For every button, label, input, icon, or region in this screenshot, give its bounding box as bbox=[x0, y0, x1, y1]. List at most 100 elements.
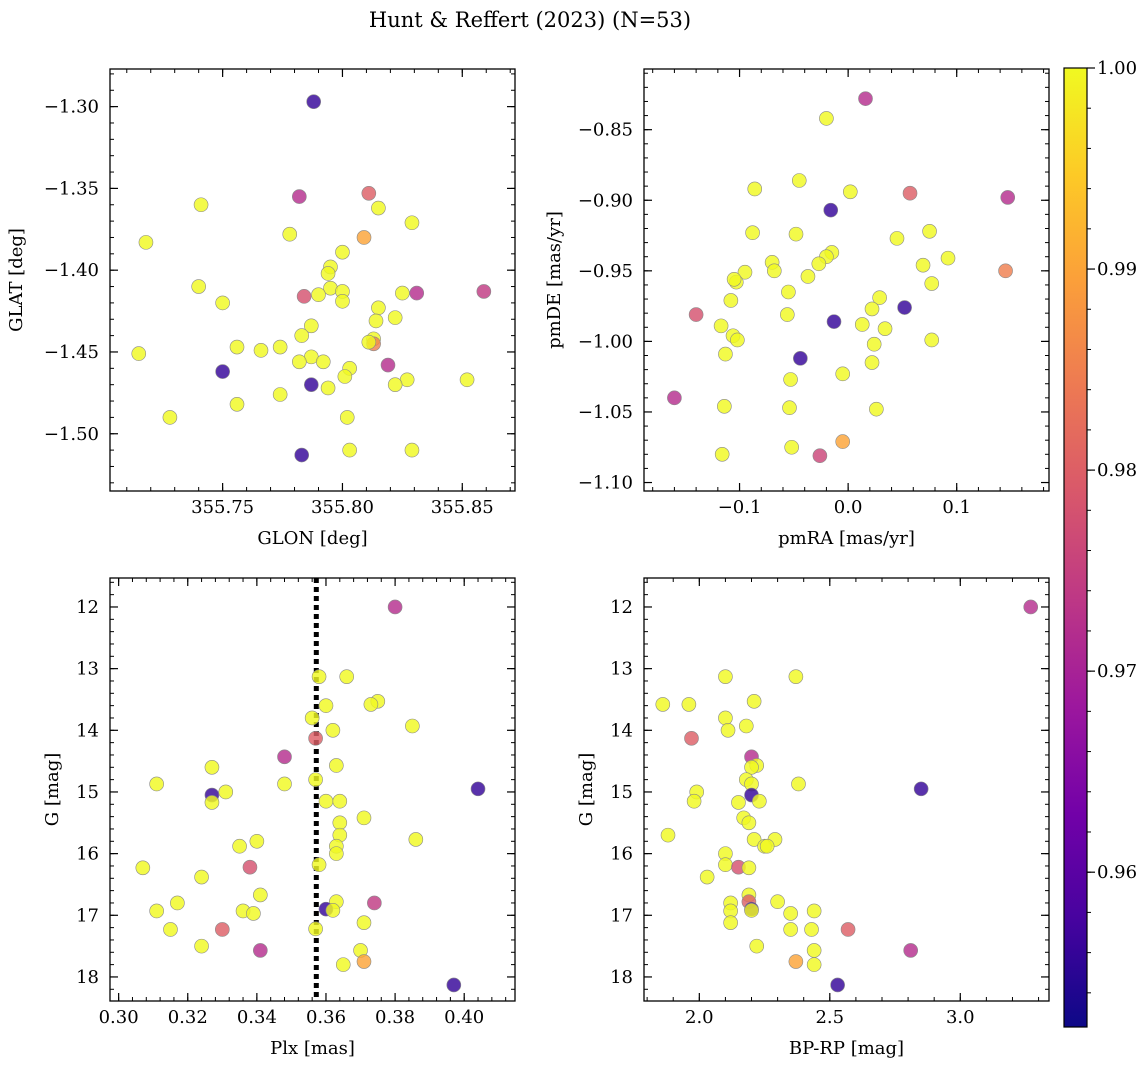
data-point bbox=[194, 869, 209, 885]
data-point bbox=[335, 244, 350, 260]
data-point bbox=[655, 697, 671, 712]
data-point bbox=[806, 957, 822, 972]
data-point bbox=[356, 915, 372, 930]
y-tick-label: 18 bbox=[610, 967, 633, 988]
data-point bbox=[325, 903, 341, 918]
data-point bbox=[1000, 190, 1016, 205]
data-point bbox=[215, 922, 230, 937]
y-tick-label: 15 bbox=[610, 782, 633, 803]
data-point bbox=[149, 776, 164, 792]
data-point bbox=[780, 307, 795, 322]
data-point bbox=[788, 954, 804, 969]
y-tick-label: −0.85 bbox=[578, 120, 633, 141]
data-point bbox=[915, 257, 931, 273]
data-point bbox=[395, 285, 410, 301]
data-point bbox=[869, 401, 884, 417]
data-point bbox=[718, 857, 733, 873]
x-tick-label: 355.85 bbox=[431, 497, 494, 518]
data-point bbox=[830, 977, 845, 993]
data-point bbox=[405, 718, 420, 734]
figure-title: Hunt & Reffert (2023) (N=53) bbox=[369, 8, 691, 32]
y-tick-label: 16 bbox=[610, 844, 633, 865]
data-point bbox=[718, 710, 733, 726]
data-point bbox=[686, 793, 702, 809]
data-point bbox=[660, 827, 676, 843]
y-tick-label: 16 bbox=[76, 844, 99, 865]
data-point bbox=[193, 197, 209, 213]
data-point bbox=[253, 887, 268, 903]
data-point bbox=[329, 846, 344, 861]
x-tick-label: 0.1 bbox=[942, 497, 971, 518]
x-tick-label: 355.75 bbox=[191, 497, 254, 518]
colorbar-tick-label: 0.96 bbox=[1097, 862, 1137, 883]
data-point bbox=[713, 318, 729, 334]
y-tick-label: 13 bbox=[76, 659, 99, 680]
data-point bbox=[730, 332, 745, 348]
data-point bbox=[308, 772, 323, 787]
data-point bbox=[717, 399, 732, 414]
data-point bbox=[194, 938, 209, 954]
colorbar-tick-label: 0.99 bbox=[1097, 259, 1137, 280]
data-point bbox=[292, 189, 307, 204]
x-tick-label: 0.32 bbox=[168, 1007, 208, 1028]
x-tick-label: 355.80 bbox=[311, 497, 374, 518]
data-point bbox=[294, 447, 310, 463]
data-point bbox=[940, 250, 956, 266]
x-tick-label: 3.0 bbox=[946, 1007, 975, 1028]
data-point bbox=[204, 760, 220, 775]
y-axis-label: G [mag] bbox=[576, 753, 597, 826]
panel-color-magnitude: 2.0 2.5 3.0 12 13 14 15 16 17 18 BP-RP [mag] G [mag… bbox=[576, 577, 1050, 1059]
panel-proper-motion: −0.1 0.0 0.1 −0.85 −0.90 −0.95 −1.00 −1.05 −1.10… bbox=[544, 68, 1050, 549]
data-point bbox=[812, 448, 828, 464]
data-point bbox=[791, 173, 807, 188]
data-point bbox=[835, 366, 850, 382]
data-point bbox=[902, 185, 918, 201]
data-point bbox=[835, 434, 850, 449]
data-point bbox=[866, 336, 882, 352]
data-point bbox=[759, 838, 775, 854]
data-point bbox=[339, 410, 355, 425]
data-point bbox=[858, 91, 873, 106]
data-point bbox=[783, 372, 798, 387]
y-tick-label: 14 bbox=[610, 720, 633, 741]
data-point bbox=[791, 776, 806, 792]
data-point bbox=[806, 943, 822, 958]
data-point bbox=[272, 339, 288, 355]
y-axis-label: pmDE [mas/yr] bbox=[544, 211, 565, 349]
data-point bbox=[770, 894, 785, 910]
data-point bbox=[781, 284, 796, 300]
y-tick-label: 15 bbox=[76, 782, 99, 803]
data-point bbox=[823, 202, 839, 218]
data-point bbox=[368, 313, 384, 329]
data-point bbox=[311, 287, 326, 303]
y-tick-label: −1.45 bbox=[44, 342, 99, 363]
data-point bbox=[229, 339, 245, 355]
data-point bbox=[131, 346, 147, 361]
data-point bbox=[924, 332, 940, 348]
axes-frame bbox=[109, 68, 516, 492]
colorbar-frame bbox=[1063, 67, 1088, 1028]
data-point bbox=[720, 723, 736, 738]
data-point bbox=[741, 815, 757, 831]
data-point bbox=[339, 669, 355, 684]
data-point bbox=[726, 271, 742, 287]
data-point bbox=[356, 230, 372, 245]
colorbar-tick-label: 1.00 bbox=[1097, 58, 1137, 79]
x-tick-label: 0.30 bbox=[99, 1007, 139, 1028]
axes-frame bbox=[109, 577, 516, 1002]
x-tick-label: 0.40 bbox=[444, 1007, 484, 1028]
x-axis-label: BP-RP [mag] bbox=[789, 1038, 904, 1059]
data-point bbox=[371, 300, 386, 316]
data-point bbox=[215, 364, 230, 379]
data-point bbox=[304, 377, 319, 392]
y-tick-label: −1.30 bbox=[44, 97, 99, 118]
data-point bbox=[766, 263, 782, 279]
panel-galactic-coords: 355.75 355.80 355.85 −1.30 −1.35 −1.40 −1.45 −1… bbox=[6, 68, 516, 549]
data-point bbox=[903, 943, 918, 958]
y-tick-label: −0.90 bbox=[578, 190, 633, 211]
data-point bbox=[408, 832, 424, 847]
data-point bbox=[913, 781, 929, 797]
data-point bbox=[304, 710, 320, 726]
